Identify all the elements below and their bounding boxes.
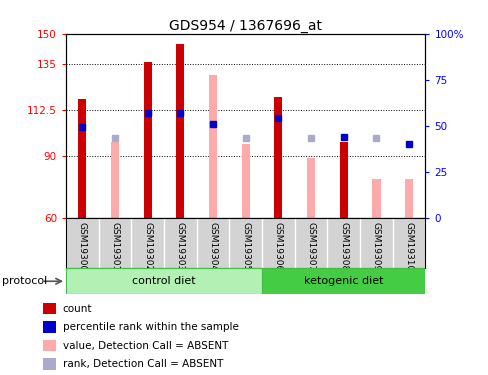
Text: GSM19308: GSM19308 — [339, 222, 347, 271]
Text: GSM19310: GSM19310 — [404, 222, 413, 271]
Text: GSM19302: GSM19302 — [143, 222, 152, 271]
Text: GSM19306: GSM19306 — [273, 222, 283, 271]
Bar — [241, 144, 249, 218]
Text: GSM19301: GSM19301 — [110, 222, 119, 271]
Text: value, Detection Call = ABSENT: value, Detection Call = ABSENT — [62, 340, 228, 351]
Text: count: count — [62, 303, 92, 313]
Bar — [43, 340, 56, 351]
Bar — [208, 75, 217, 217]
Text: GSM19309: GSM19309 — [371, 222, 380, 271]
Text: percentile rank within the sample: percentile rank within the sample — [62, 322, 238, 332]
Text: GSM19300: GSM19300 — [78, 222, 87, 271]
Bar — [66, 268, 262, 294]
Text: GSM19307: GSM19307 — [306, 222, 315, 271]
Text: control diet: control diet — [132, 276, 196, 286]
Bar — [274, 97, 282, 218]
Bar — [43, 321, 56, 333]
Text: ketogenic diet: ketogenic diet — [304, 276, 383, 286]
Bar — [143, 62, 151, 217]
Bar — [111, 142, 119, 218]
Bar — [339, 142, 347, 218]
Bar — [371, 179, 380, 218]
Bar — [306, 158, 314, 218]
Bar — [78, 99, 86, 218]
Bar — [43, 303, 56, 314]
Text: GSM19303: GSM19303 — [176, 222, 184, 271]
Bar — [43, 358, 56, 370]
Bar — [176, 44, 184, 218]
Text: rank, Detection Call = ABSENT: rank, Detection Call = ABSENT — [62, 359, 223, 369]
Bar — [404, 179, 412, 218]
Text: protocol: protocol — [2, 276, 48, 286]
Bar — [262, 268, 425, 294]
Text: GSM19304: GSM19304 — [208, 222, 217, 271]
Title: GDS954 / 1367696_at: GDS954 / 1367696_at — [169, 19, 322, 33]
Text: GSM19305: GSM19305 — [241, 222, 250, 271]
